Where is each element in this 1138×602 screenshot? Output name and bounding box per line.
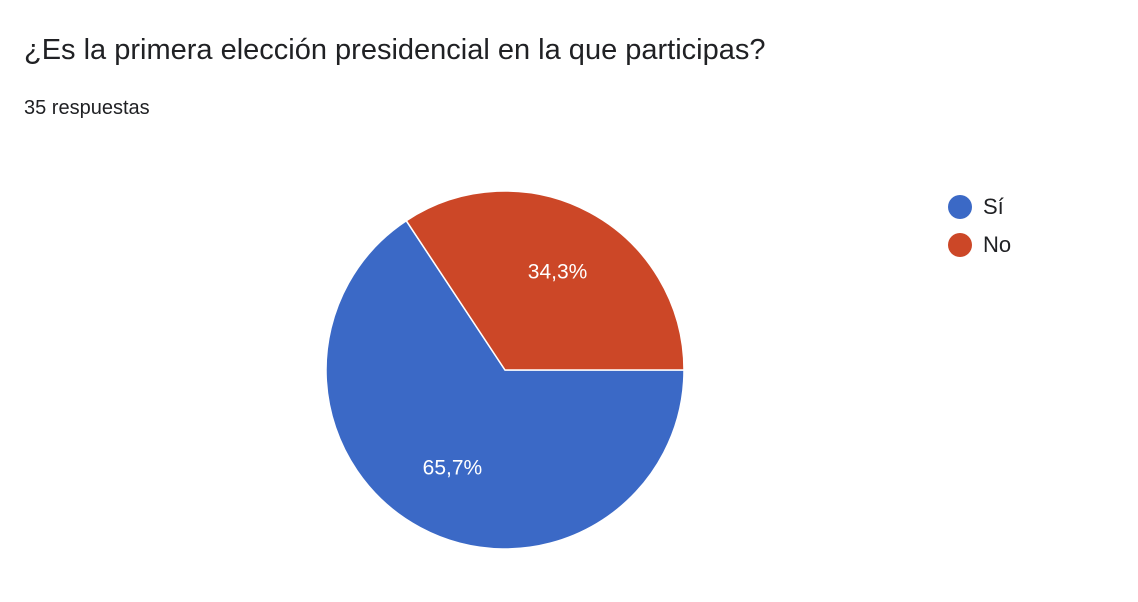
legend-label-si: Sí [983,194,1004,219]
slice-label-no: 34,3% [528,261,588,284]
legend-item-no[interactable]: No [948,226,1011,264]
question-title: ¿Es la primera elección presidencial en … [24,34,766,66]
pie-slice-si[interactable] [325,219,685,550]
legend-label-no: No [983,232,1012,257]
pie-slice-no[interactable] [405,190,685,371]
legend-swatch-si [948,195,972,219]
chart-legend: Sí No [948,188,1011,264]
legend-swatch-no [948,233,972,257]
legend-item-si[interactable]: Sí [948,188,1011,226]
slice-label-si: 65,7% [423,456,483,479]
response-count: 35 respuestas [24,97,150,119]
